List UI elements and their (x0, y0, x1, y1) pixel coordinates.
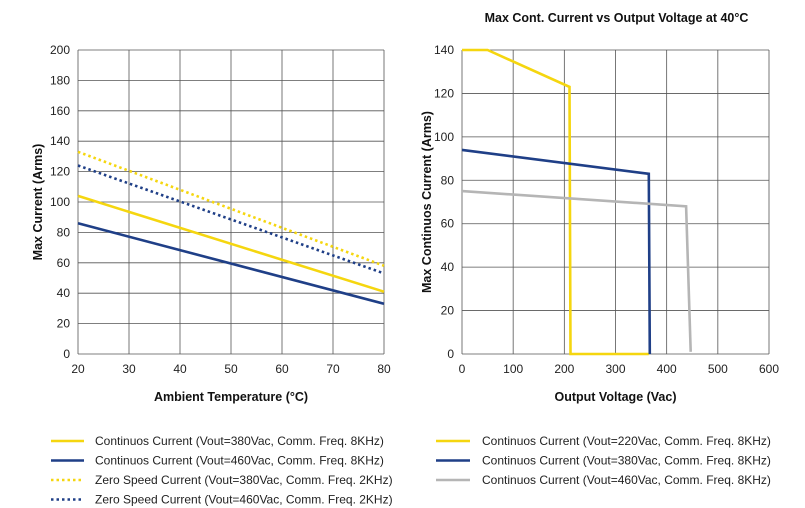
chart2-legend-label-1: Continuos Current (Vout=220Vac, Comm. Fr… (482, 434, 771, 448)
chart1-x-tick-label: 70 (326, 362, 340, 376)
chart1-x-tick-label: 40 (173, 362, 187, 376)
chart1-y-tick-label: 40 (57, 286, 71, 300)
chart2-title: Max Cont. Current vs Output Voltage at 4… (485, 11, 749, 25)
chart1-y-tick-label: 100 (50, 195, 70, 209)
chart1-y-tick-label: 20 (57, 317, 71, 331)
chart2-x-tick-label: 0 (459, 362, 466, 376)
chart2-x-tick-label: 600 (759, 362, 779, 376)
chart2-x-tick-label: 500 (708, 362, 728, 376)
chart1-y-tick-label: 180 (50, 73, 70, 87)
chart1-y-axis-label: Max Current (Arms) (31, 144, 45, 261)
chart1-legend-label-2: Continuos Current (Vout=460Vac, Comm. Fr… (95, 454, 384, 468)
chart1-y-tick-label: 200 (50, 43, 70, 57)
chart2-y-tick-label: 80 (441, 173, 455, 187)
chart2-x-tick-label: 200 (554, 362, 574, 376)
chart2-y-tick-label: 100 (434, 130, 454, 144)
chart1-y-tick-label: 60 (57, 256, 71, 270)
chart1-x-tick-label: 80 (377, 362, 391, 376)
chart2-y-tick-label: 40 (441, 260, 455, 274)
chart1-y-tick-label: 80 (57, 225, 71, 239)
chart1-x-tick-label: 30 (122, 362, 136, 376)
chart1-x-axis-label: Ambient Temperature (°C) (154, 390, 308, 404)
chart2-y-tick-label: 140 (434, 43, 454, 57)
chart2-series-line-1 (462, 48, 649, 356)
chart2-x-tick-label: 100 (503, 362, 523, 376)
chart2-legend-label-3: Continuos Current (Vout=460Vac, Comm. Fr… (482, 473, 771, 487)
chart1-x-tick-label: 20 (71, 362, 85, 376)
chart1-x-tick-label: 50 (224, 362, 238, 376)
chart2-y-tick-label: 120 (434, 86, 454, 100)
chart2-y-tick-label: 20 (441, 304, 455, 318)
chart1-y-tick-label: 140 (50, 134, 70, 148)
chart2-y-axis-label: Max Continuos Current (Arms) (420, 111, 434, 293)
chart2-x-axis-label: Output Voltage (Vac) (555, 390, 677, 404)
chart2-x-tick-label: 400 (657, 362, 677, 376)
chart1-legend-label-3: Zero Speed Current (Vout=380Vac, Comm. F… (95, 473, 393, 487)
chart2-legend-label-2: Continuos Current (Vout=380Vac, Comm. Fr… (482, 454, 771, 468)
chart1-y-tick-label: 160 (50, 104, 70, 118)
chart1-series-line-4 (77, 164, 385, 275)
chart1-legend-label-4: Zero Speed Current (Vout=460Vac, Comm. F… (95, 493, 393, 507)
chart2-y-tick-label: 60 (441, 217, 455, 231)
chart1-x-tick-label: 60 (275, 362, 289, 376)
chart2-series-line-3 (461, 189, 692, 352)
chart2-series-line-2 (461, 148, 652, 355)
chart1-y-tick-label: 0 (63, 347, 70, 361)
chart1-y-tick-label: 120 (50, 165, 70, 179)
chart1-series-line-1 (77, 194, 385, 293)
chart1-legend-label-1: Continuos Current (Vout=380Vac, Comm. Fr… (95, 434, 384, 448)
chart2-y-tick-label: 0 (447, 347, 454, 361)
chart1-series-line-2 (77, 222, 385, 306)
chart2-x-tick-label: 300 (605, 362, 625, 376)
